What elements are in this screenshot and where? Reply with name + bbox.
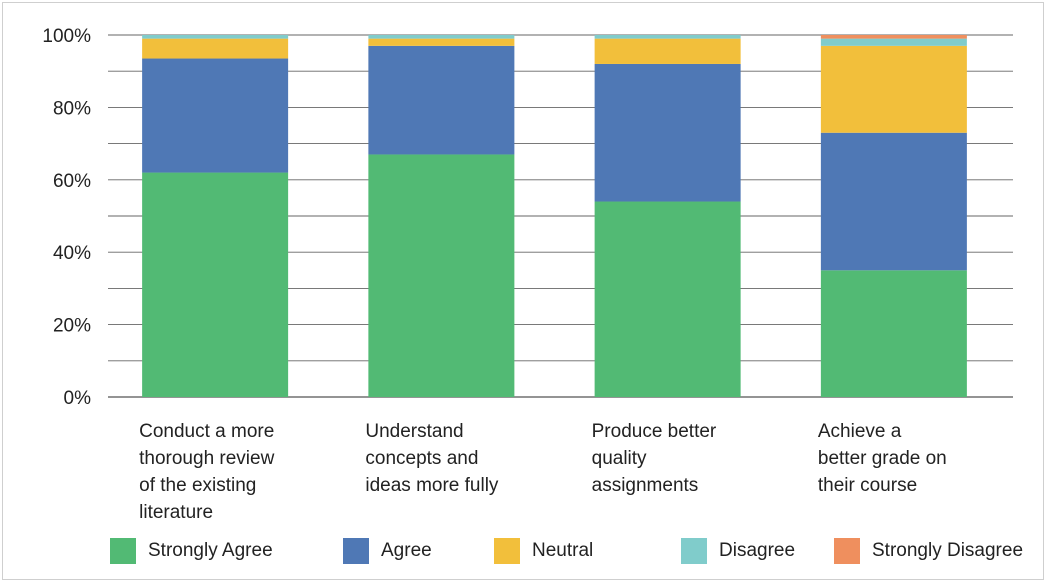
bar-segment-neutral [594,38,741,64]
legend-item: Neutral [494,536,593,566]
bar-segment-agree [142,58,289,173]
x-tick-label: Produce better quality assignments [591,421,717,496]
legend-label: Agree [381,540,432,561]
bar-segment-neutral [142,38,289,59]
legend-swatch [343,538,369,564]
y-tick-label: 0% [64,388,92,409]
bar-segment-disagree [368,35,515,39]
x-tick-label: Achieve a better grade on their course [817,421,947,496]
bar-segment-agree [820,132,967,271]
y-tick-label: 40% [53,243,91,264]
legend-label: Strongly Agree [148,540,273,561]
bar-segment-strongly-agree [820,270,967,397]
legend-item: Disagree [681,536,795,566]
bar-segment-strongly-agree [368,154,515,397]
y-tick-label: 100% [42,26,91,47]
legend-item: Strongly Agree [110,536,273,566]
y-tick-label: 20% [53,316,91,337]
legend-label: Strongly Disagree [872,540,1024,561]
bar-segment-strongly-agree [142,172,289,397]
bar-segment-neutral [368,38,515,46]
bar-segment-agree [594,63,741,202]
legend-swatch [494,538,520,564]
y-tick-label: 60% [53,171,91,192]
legend-swatch [110,538,136,564]
bar-segment-disagree [594,35,741,39]
legend-swatch [834,538,860,564]
legend-label: Disagree [719,540,796,561]
bar-segment-strongly-agree [594,201,741,397]
x-tick-label: Conduct a more thorough review of the ex… [139,421,275,523]
bar-segment-disagree [820,38,967,46]
x-tick-label: Understand concepts and ideas more fully [365,421,499,496]
legend-label: Neutral [532,540,594,561]
legend-item: Agree [343,536,432,566]
bar-segment-neutral [820,45,967,133]
bar-segment-disagree [142,35,289,39]
legend-swatch [681,538,707,564]
y-tick-label: 80% [53,98,91,119]
bar-segment-agree [368,45,515,155]
legend-item: Strongly Disagree [834,536,1023,566]
bar-segment-strongly-disagree [820,35,967,39]
